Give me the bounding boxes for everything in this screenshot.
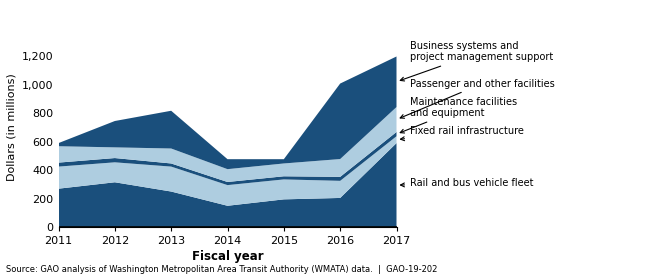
Text: Source: GAO analysis of Washington Metropolitan Area Transit Authority (WMATA) d: Source: GAO analysis of Washington Metro… bbox=[6, 265, 438, 274]
Text: Rail and bus vehicle fleet: Rail and bus vehicle fleet bbox=[400, 178, 534, 188]
Text: Passenger and other facilities: Passenger and other facilities bbox=[400, 79, 554, 118]
Text: Maintenance facilities
and equipment: Maintenance facilities and equipment bbox=[400, 97, 517, 133]
X-axis label: Fiscal year: Fiscal year bbox=[192, 250, 263, 263]
Text: Business systems and
project management support: Business systems and project management … bbox=[400, 41, 553, 81]
Text: Fixed rail infrastructure: Fixed rail infrastructure bbox=[400, 126, 524, 141]
Y-axis label: Dollars (in millions): Dollars (in millions) bbox=[6, 74, 16, 181]
